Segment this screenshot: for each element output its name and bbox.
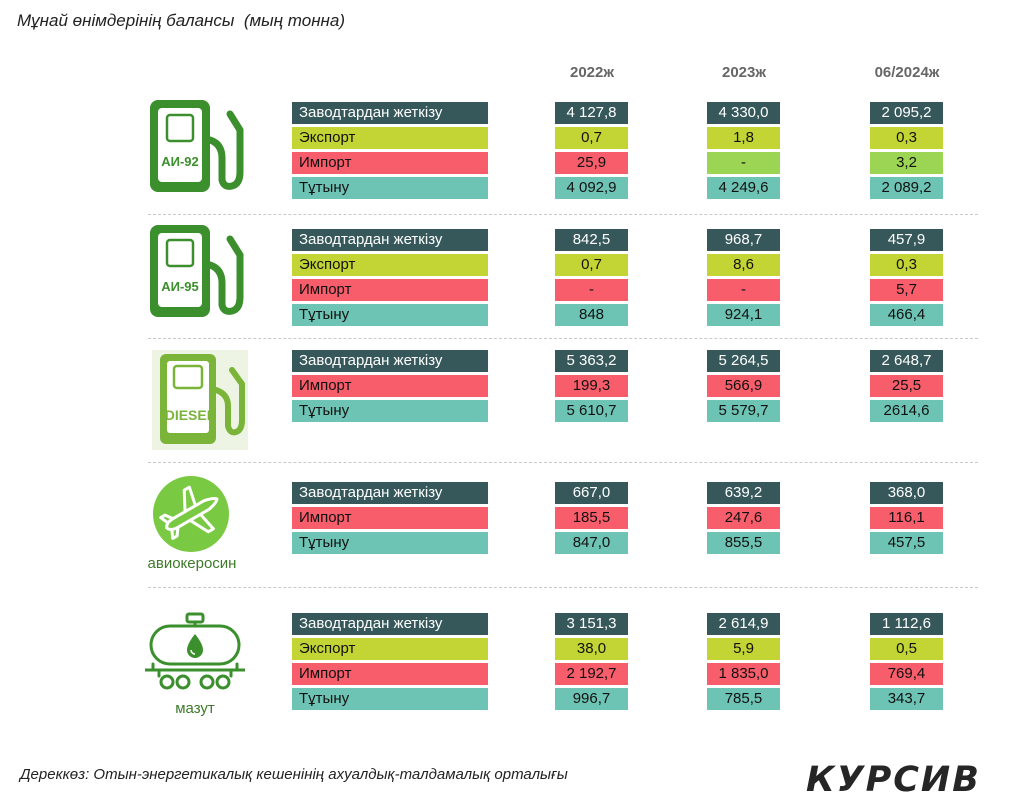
value-cell-supply: 2 614,9 xyxy=(707,613,780,635)
row-label-import: Импорт xyxy=(292,507,488,529)
group-separator xyxy=(148,462,978,463)
fuel-pump-icon: АИ-92 xyxy=(150,100,244,192)
value-cell-import: 185,5 xyxy=(555,507,628,529)
value-cell-consumption: 4 092,9 xyxy=(555,177,628,199)
value-cell-consumption: 855,5 xyxy=(707,532,780,554)
value-cell-consumption: 343,7 xyxy=(870,688,943,710)
value-cell-export: 8,6 xyxy=(707,254,780,276)
row-label-supply: Заводтардан жеткізу xyxy=(292,350,488,372)
group-separator xyxy=(148,214,978,215)
value-cell-consumption: 924,1 xyxy=(707,304,780,326)
fuel-pump-label: АИ-92 xyxy=(161,154,199,169)
row-label-export: Экспорт xyxy=(292,127,488,149)
value-cell-import: 116,1 xyxy=(870,507,943,529)
value-cell-supply: 4 330,0 xyxy=(707,102,780,124)
row-label-import: Импорт xyxy=(292,279,488,301)
row-label-import: Импорт xyxy=(292,152,488,174)
value-cell-export: 0,3 xyxy=(870,254,943,276)
value-cell-supply: 4 127,8 xyxy=(555,102,628,124)
column-header: 2022ж xyxy=(569,64,614,81)
column-header: 06/2024ж xyxy=(874,64,940,81)
value-cell-supply: 5 363,2 xyxy=(555,350,628,372)
row-label-supply: Заводтардан жеткізу xyxy=(292,229,488,251)
value-cell-export: 0,7 xyxy=(555,254,628,276)
source-note: Дереккөз: Отын-энергетикалық кешенінің а… xyxy=(20,766,568,783)
value-cell-consumption: 4 249,6 xyxy=(707,177,780,199)
value-cell-supply: 968,7 xyxy=(707,229,780,251)
row-label-supply: Заводтардан жеткізу xyxy=(292,102,488,124)
value-cell-export: 0,5 xyxy=(870,638,943,660)
value-cell-consumption: 847,0 xyxy=(555,532,628,554)
value-cell-supply: 5 264,5 xyxy=(707,350,780,372)
value-cell-import: - xyxy=(707,279,780,301)
value-cell-consumption: 2614,6 xyxy=(870,400,943,422)
value-cell-supply: 368,0 xyxy=(870,482,943,504)
value-cell-import: 1 835,0 xyxy=(707,663,780,685)
fuel-oil-caption: мазут xyxy=(175,700,215,717)
value-cell-consumption: 2 089,2 xyxy=(870,177,943,199)
value-cell-consumption: 996,7 xyxy=(555,688,628,710)
row-label-consumption: Тұтыну xyxy=(292,304,488,326)
kursiv-logo: КУРСИВ xyxy=(806,760,981,800)
tank-car-icon xyxy=(145,612,245,690)
jet-fuel-caption: авиокеросин xyxy=(147,555,237,572)
value-cell-consumption: 466,4 xyxy=(870,304,943,326)
value-cell-supply: 639,2 xyxy=(707,482,780,504)
value-cell-supply: 1 112,6 xyxy=(870,613,943,635)
value-cell-import: - xyxy=(555,279,628,301)
row-label-import: Импорт xyxy=(292,375,488,397)
value-cell-import: 566,9 xyxy=(707,375,780,397)
value-cell-supply: 3 151,3 xyxy=(555,613,628,635)
value-cell-supply: 667,0 xyxy=(555,482,628,504)
value-cell-export: 0,3 xyxy=(870,127,943,149)
value-cell-consumption: 5 610,7 xyxy=(555,400,628,422)
row-label-consumption: Тұтыну xyxy=(292,400,488,422)
value-cell-export: 1,8 xyxy=(707,127,780,149)
value-cell-consumption: 785,5 xyxy=(707,688,780,710)
value-cell-export: 0,7 xyxy=(555,127,628,149)
value-cell-supply: 842,5 xyxy=(555,229,628,251)
value-cell-import: 199,3 xyxy=(555,375,628,397)
column-header: 2023ж xyxy=(721,64,766,81)
diesel-pump-icon: DIESEL xyxy=(152,350,248,450)
group-separator xyxy=(148,587,978,588)
row-label-supply: Заводтардан жеткізу xyxy=(292,613,488,635)
row-label-consumption: Тұтыну xyxy=(292,177,488,199)
group-separator xyxy=(148,338,978,339)
value-cell-export: 5,9 xyxy=(707,638,780,660)
value-cell-import: 25,5 xyxy=(870,375,943,397)
row-label-export: Экспорт xyxy=(292,638,488,660)
row-label-consumption: Тұтыну xyxy=(292,532,488,554)
value-cell-import: - xyxy=(707,152,780,174)
value-cell-import: 25,9 xyxy=(555,152,628,174)
value-cell-supply: 457,9 xyxy=(870,229,943,251)
chart-title: Мұнай өнімдерінің балансы (мың тонна) xyxy=(17,11,346,30)
value-cell-import: 2 192,7 xyxy=(555,663,628,685)
fuel-pump-label: АИ-95 xyxy=(161,279,199,294)
row-label-consumption: Тұтыну xyxy=(292,688,488,710)
airplane-icon xyxy=(153,476,229,552)
value-cell-export: 38,0 xyxy=(555,638,628,660)
fuel-pump-icon: АИ-95 xyxy=(150,225,244,317)
row-label-export: Экспорт xyxy=(292,254,488,276)
row-label-supply: Заводтардан жеткізу xyxy=(292,482,488,504)
value-cell-consumption: 457,5 xyxy=(870,532,943,554)
value-cell-import: 247,6 xyxy=(707,507,780,529)
diesel-label: DIESEL xyxy=(165,407,216,423)
value-cell-consumption: 848 xyxy=(555,304,628,326)
value-cell-supply: 2 648,7 xyxy=(870,350,943,372)
value-cell-import: 769,4 xyxy=(870,663,943,685)
value-cell-supply: 2 095,2 xyxy=(870,102,943,124)
value-cell-import: 3,2 xyxy=(870,152,943,174)
row-label-import: Импорт xyxy=(292,663,488,685)
value-cell-import: 5,7 xyxy=(870,279,943,301)
value-cell-consumption: 5 579,7 xyxy=(707,400,780,422)
